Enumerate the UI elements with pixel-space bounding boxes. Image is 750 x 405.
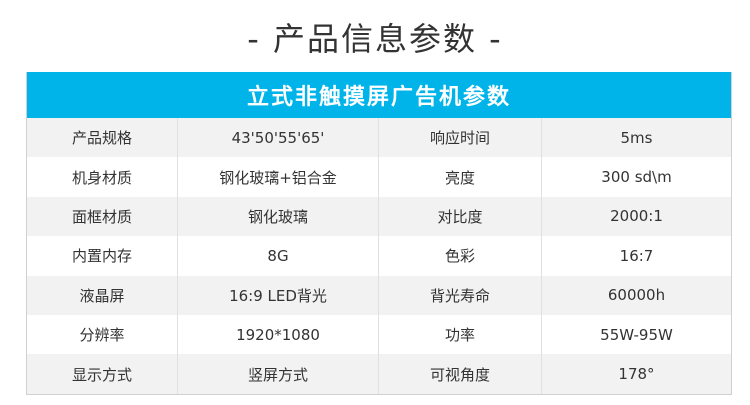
spec-value: 300 sd\m xyxy=(601,168,672,187)
spec-value: 钢化玻璃 xyxy=(178,196,379,237)
spec-label: 液晶屏 xyxy=(27,275,178,315)
spec-label: 响应时间 xyxy=(379,118,542,158)
spec-value: 43'50'55'65' xyxy=(178,118,379,158)
spec-value: 16:7 xyxy=(619,246,654,265)
spec-label: 机身材质 xyxy=(27,157,178,197)
spec-label: 色彩 xyxy=(379,236,542,276)
spec-table: 立式非触摸屏广告机参数 产品规格 43'50'55'65' 响应时间 5ms 机身材质钢… xyxy=(26,72,732,395)
table-row: 液晶屏 16:9 LED背光 背光寿命 60000h xyxy=(27,275,731,315)
spec-label: 对比度 xyxy=(379,196,542,237)
page-title: - 产品信息参数 - xyxy=(247,20,503,58)
spec-value: 1920*1080 xyxy=(178,314,379,355)
spec-value: 60000h xyxy=(607,286,666,305)
spec-value: 钢化玻璃+铝合金 xyxy=(178,157,379,197)
table-title: 立式非触摸屏广告机参数 xyxy=(27,72,731,118)
table-row: 内置内存 8G 色彩 16:7 xyxy=(27,236,731,276)
spec-value: 16:9 LED背光 xyxy=(178,275,379,315)
spec-label: 产品规格 xyxy=(27,118,178,158)
spec-label: 面框材质 xyxy=(27,196,178,237)
spec-value: 178° xyxy=(618,365,655,384)
spec-value: 5ms xyxy=(620,128,653,147)
spec-label: 功率 xyxy=(379,314,542,355)
spec-label: 亮度 xyxy=(379,157,542,197)
spec-label: 分辨率 xyxy=(27,314,178,355)
spec-value: 2000:1 xyxy=(610,207,663,226)
spec-label: 可视角度 xyxy=(379,354,542,394)
table-row: 显示方式 竖屏方式 可视角度 178° xyxy=(27,354,731,394)
spec-value: 竖屏方式 xyxy=(178,354,379,394)
spec-label: 内置内存 xyxy=(27,236,178,276)
table-row: 面框材质 钢化玻璃 对比度 2000:1 xyxy=(27,196,731,237)
spec-value: 8G xyxy=(178,236,379,276)
spec-label: 背光寿命 xyxy=(379,275,542,315)
table-row: 机身材质 钢化玻璃+铝合金 亮度 300 sd\m xyxy=(27,157,731,197)
spec-label: 显示方式 xyxy=(27,354,178,394)
table-row: 分辨率 1920*1080 功率 55W-95W xyxy=(27,314,731,355)
table-row: 产品规格 43'50'55'65' 响应时间 5ms xyxy=(27,118,731,158)
spec-value: 55W-95W xyxy=(600,325,673,344)
